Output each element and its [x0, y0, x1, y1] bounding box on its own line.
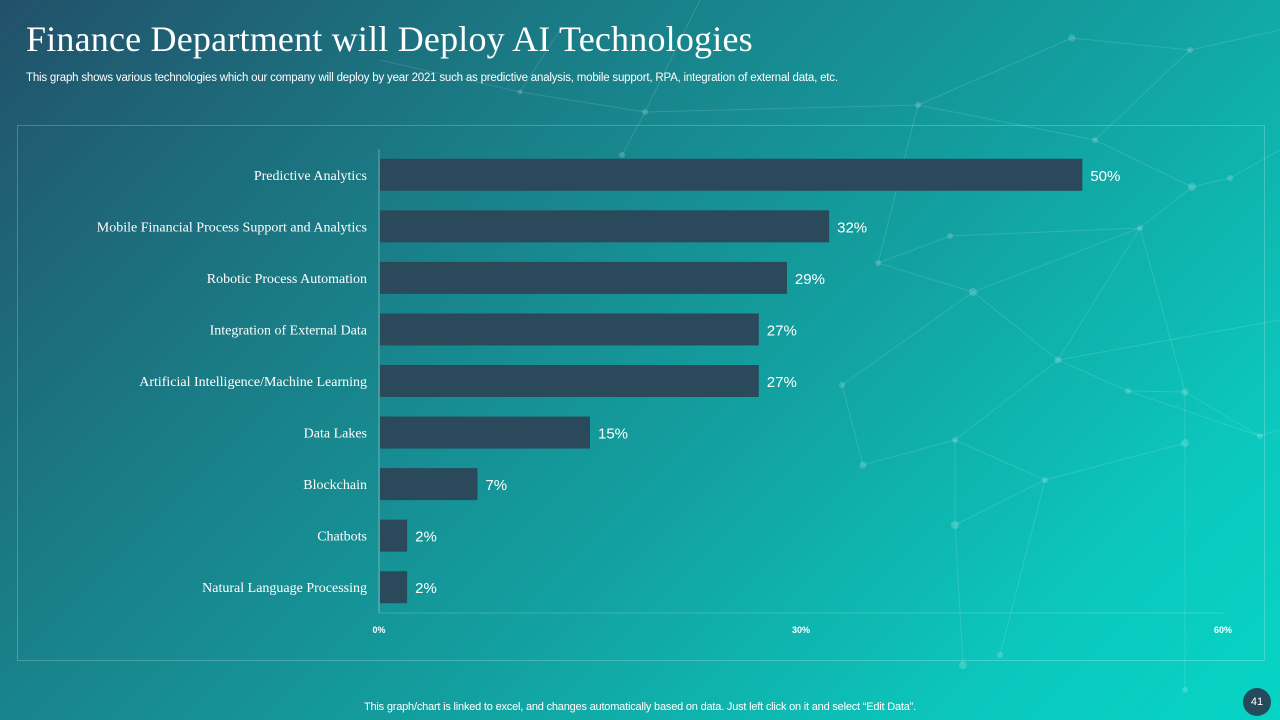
bar[interactable]	[380, 210, 830, 243]
bar[interactable]	[380, 313, 759, 346]
data-label: 32%	[837, 219, 867, 236]
page-number-badge: 41	[1243, 688, 1271, 716]
category-label: Chatbots	[317, 530, 367, 545]
bar[interactable]	[380, 519, 408, 552]
data-label: 29%	[795, 271, 825, 288]
data-label: 27%	[767, 374, 797, 391]
footer-note: This graph/chart is linked to excel, and…	[364, 701, 916, 713]
data-label: 2%	[415, 529, 437, 546]
category-label: Artificial Intelligence/Machine Learning	[139, 375, 367, 390]
category-label: Integration of External Data	[210, 323, 368, 338]
chart-frame[interactable]	[17, 125, 1265, 661]
x-tick-label: 60%	[1214, 625, 1232, 635]
x-tick-label: 30%	[792, 625, 810, 635]
category-label: Robotic Process Automation	[207, 272, 367, 287]
slide-subtitle: This graph shows various technologies wh…	[26, 72, 838, 84]
bar[interactable]	[380, 468, 478, 501]
category-label: Natural Language Processing	[202, 581, 367, 596]
bar[interactable]	[380, 416, 590, 449]
x-tick-label: 0%	[372, 625, 385, 635]
data-label: 15%	[598, 426, 628, 443]
bar[interactable]	[380, 571, 408, 604]
category-label: Data Lakes	[304, 427, 367, 442]
data-label: 2%	[415, 580, 437, 597]
bar[interactable]	[380, 261, 787, 294]
category-label: Predictive Analytics	[254, 169, 367, 184]
data-label: 50%	[1090, 168, 1120, 185]
data-label: 27%	[767, 322, 797, 339]
data-label: 7%	[485, 477, 507, 494]
slide-title: Finance Department will Deploy AI Techno…	[26, 19, 753, 59]
category-label: Blockchain	[303, 478, 367, 493]
bar[interactable]	[380, 158, 1083, 191]
bar[interactable]	[380, 365, 759, 397]
category-label: Mobile Financial Process Support and Ana…	[97, 220, 367, 235]
